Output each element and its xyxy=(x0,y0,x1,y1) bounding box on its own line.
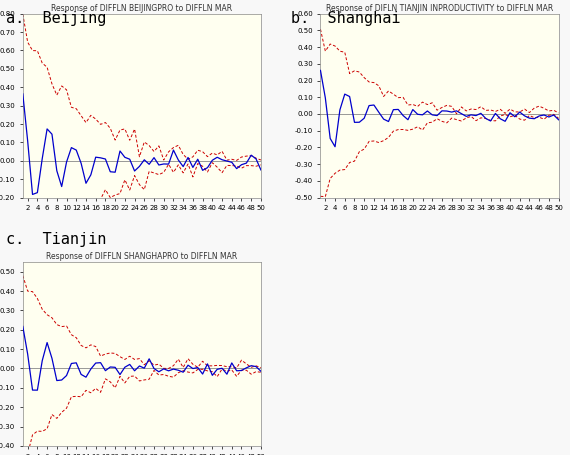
Text: b.  Shanghai: b. Shanghai xyxy=(291,11,400,26)
Title: Response of DIFFLN SHANGHAPRO to DIFFLN MAR: Response of DIFFLN SHANGHAPRO to DIFFLN … xyxy=(46,252,238,261)
Text: a.  Beijing: a. Beijing xyxy=(6,11,106,26)
Title: Response of DIFLN TIANJIN INPRODUCTIVITY to DIFFLN MAR: Response of DIFLN TIANJIN INPRODUCTIVITY… xyxy=(326,4,553,13)
Text: c.  Tianjin: c. Tianjin xyxy=(6,232,106,247)
Title: Response of DIFFLN BEIJINGPRO to DIFFLN MAR: Response of DIFFLN BEIJINGPRO to DIFFLN … xyxy=(51,4,233,13)
